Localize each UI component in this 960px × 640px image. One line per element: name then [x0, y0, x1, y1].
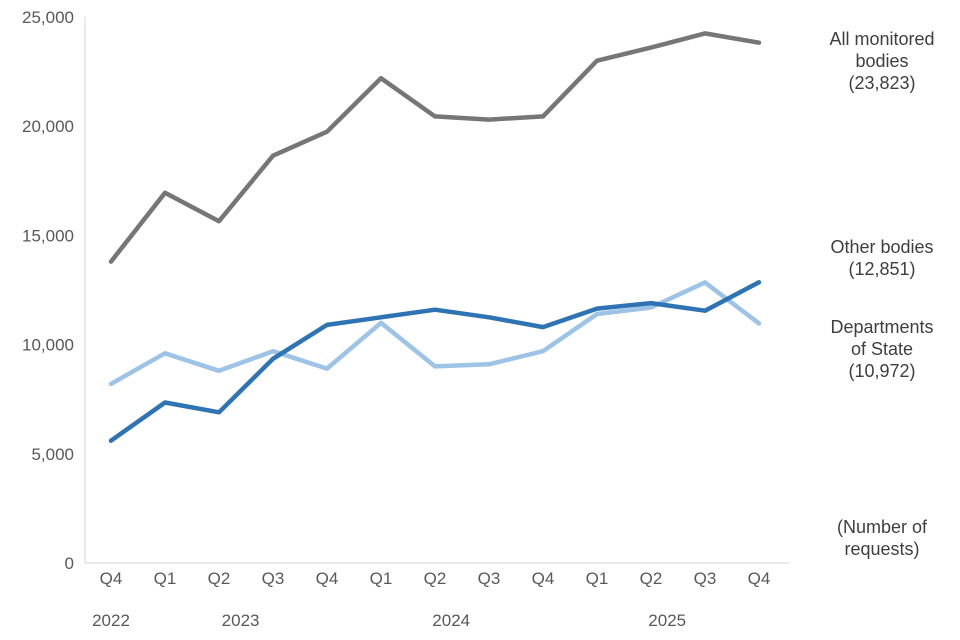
all-monitored-bodies-label-line: All monitored: [829, 29, 935, 49]
x-tick-label: Q2: [208, 569, 231, 588]
year-label: 2024: [432, 611, 470, 630]
year-label: 2022: [92, 611, 130, 630]
number-of-requests-label: (Number of requests): [808, 516, 956, 560]
x-tick-label: Q1: [154, 569, 177, 588]
x-tick-label: Q4: [532, 569, 555, 588]
all-monitored-bodies-label: All monitored bodies (23,823): [808, 28, 956, 94]
year-label: 2023: [222, 611, 260, 630]
year-label: 2025: [648, 611, 686, 630]
departments-of-state-label: Departments of State (10,972): [808, 316, 956, 382]
y-tick-label: 5,000: [31, 445, 74, 464]
series-line-all-monitored-bodies: [108, 31, 762, 264]
x-tick-label: Q2: [640, 569, 663, 588]
all-monitored-bodies-label-line: (23,823): [848, 73, 916, 93]
series-line-other-bodies: [108, 280, 762, 443]
other-bodies-label-line: (12,851): [848, 259, 916, 279]
departments-of-state-label-line: (10,972): [848, 361, 916, 381]
x-tick-label: Q1: [370, 569, 393, 588]
x-tick-label: Q1: [586, 569, 609, 588]
departments-of-state-label-line: of State: [850, 339, 914, 359]
x-tick-label: Q3: [478, 569, 501, 588]
other-bodies-label-line: Other bodies: [830, 237, 934, 257]
y-tick-label: 10,000: [22, 336, 74, 355]
number-of-requests-label-line: requests): [844, 539, 920, 559]
x-tick-label: Q4: [100, 569, 123, 588]
x-tick-label: Q4: [748, 569, 771, 588]
x-tick-label: Q4: [316, 569, 339, 588]
departments-of-state-label-line: Departments: [830, 317, 934, 337]
x-tick-label: Q3: [262, 569, 285, 588]
y-tick-label: 25,000: [22, 8, 74, 27]
y-tick-label: 20,000: [22, 117, 74, 136]
all-monitored-bodies-label-line: bodies: [855, 51, 909, 71]
number-of-requests-label-line: (Number of: [836, 517, 928, 537]
y-tick-label: 0: [65, 554, 74, 573]
other-bodies-label: Other bodies (12,851): [808, 236, 956, 280]
x-tick-label: Q2: [424, 569, 447, 588]
y-tick-label: 15,000: [22, 226, 74, 245]
x-tick-label: Q3: [694, 569, 717, 588]
series-line-departments-of-state: [108, 280, 762, 387]
